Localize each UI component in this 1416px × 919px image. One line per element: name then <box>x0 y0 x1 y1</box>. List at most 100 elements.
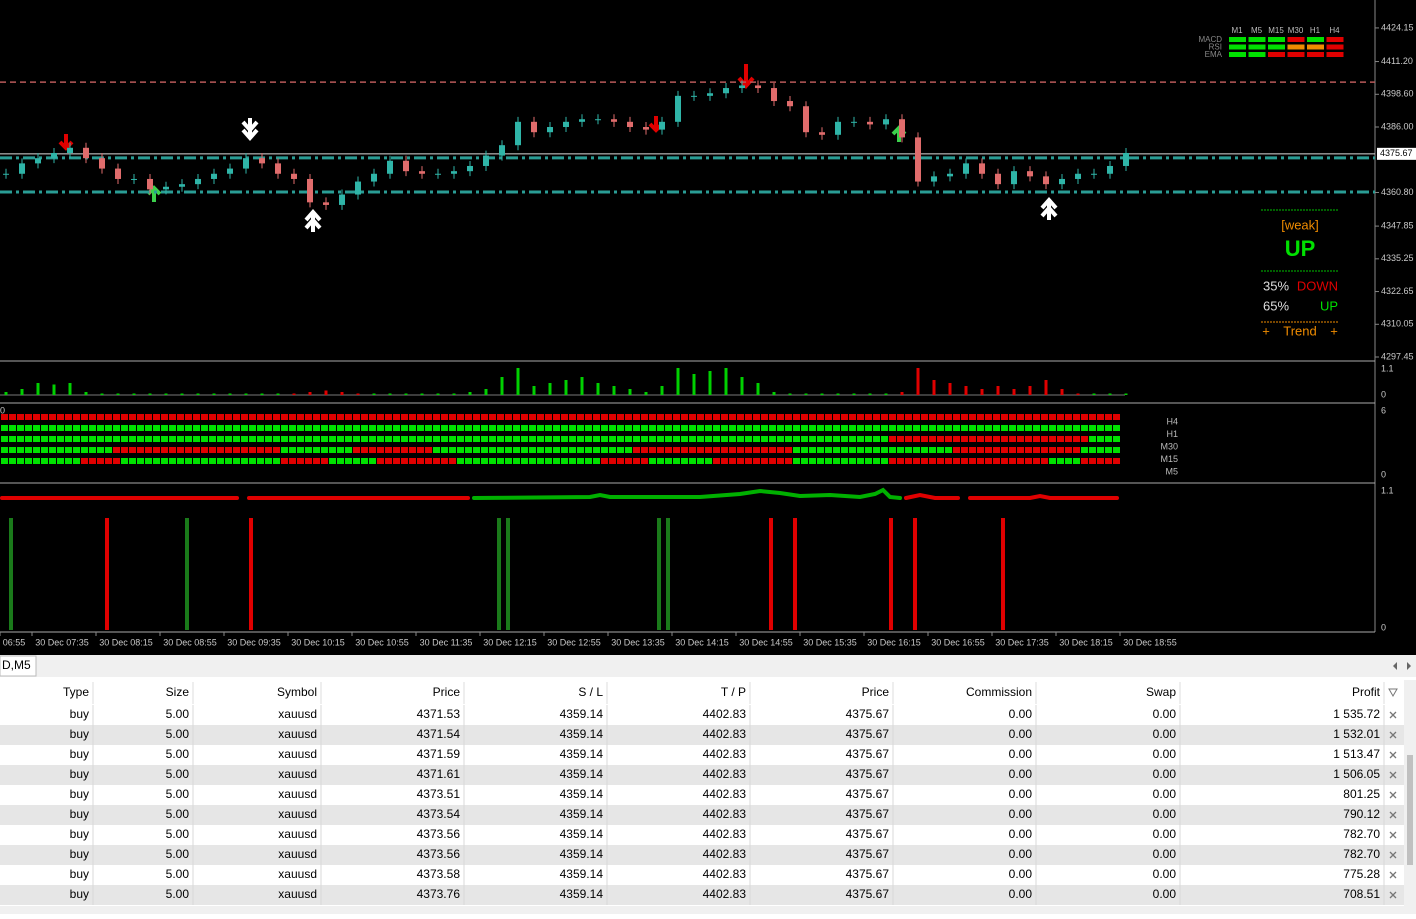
chart-tab-label[interactable]: D,M5 <box>2 658 31 672</box>
heatmap-cell <box>209 447 216 453</box>
heatmap-cell <box>73 436 80 442</box>
heatmap-cell <box>337 414 344 420</box>
column-header[interactable]: S / L <box>578 685 603 699</box>
volume-bar <box>36 383 40 395</box>
table-row[interactable] <box>0 885 1404 905</box>
heatmap-cell <box>745 447 752 453</box>
column-header[interactable]: Type <box>63 685 89 699</box>
candle <box>595 119 601 121</box>
heatmap-cell <box>1001 458 1008 464</box>
table-cell: 4375.67 <box>846 747 890 761</box>
volume-bar <box>660 386 664 395</box>
heatmap-cell <box>513 447 520 453</box>
heatmap-cell <box>137 414 144 420</box>
heatmap-cell <box>793 425 800 431</box>
heatmap-cell <box>929 414 936 420</box>
column-header[interactable]: Symbol <box>277 685 317 699</box>
heatmap-cell <box>193 458 200 464</box>
heatmap-cell <box>465 414 472 420</box>
heatmap-cell <box>697 425 704 431</box>
close-button[interactable] <box>1389 891 1397 899</box>
heatmap-cell <box>353 414 360 420</box>
table-cell: xauusd <box>278 747 317 761</box>
chart-tab[interactable] <box>0 655 37 677</box>
heatmap-cell <box>593 414 600 420</box>
heatmap-cell <box>713 458 720 464</box>
heatmap-cell <box>977 458 984 464</box>
heatmap-cell <box>9 458 16 464</box>
heatmap-cell <box>73 425 80 431</box>
heatmap-row-label: M30 <box>1160 441 1178 451</box>
table-row[interactable] <box>0 705 1404 725</box>
heatmap-cell <box>505 436 512 442</box>
heatmap-cell <box>657 436 664 442</box>
heatmap-cell <box>369 436 376 442</box>
close-button[interactable] <box>1389 711 1397 719</box>
column-header[interactable]: T / P <box>721 685 746 699</box>
close-button[interactable] <box>1389 831 1397 839</box>
heatmap-cell <box>737 436 744 442</box>
heatmap-cell <box>993 414 1000 420</box>
column-header[interactable]: Price <box>862 685 890 699</box>
volume-bar <box>692 374 696 395</box>
heatmap-cell <box>657 414 664 420</box>
column-header[interactable]: Profit <box>1352 685 1381 699</box>
candle <box>883 119 889 125</box>
volume-bar <box>164 393 168 395</box>
heatmap-cell <box>585 447 592 453</box>
heatmap-cell <box>561 414 568 420</box>
table-row[interactable] <box>0 745 1404 765</box>
close-button[interactable] <box>1389 771 1397 779</box>
table-cell: 5.00 <box>166 847 190 861</box>
sort-icon[interactable] <box>1388 688 1398 698</box>
table-row[interactable] <box>0 765 1404 785</box>
heatmap-cell <box>225 425 232 431</box>
heatmap-cell <box>1009 436 1016 442</box>
tab-scroll[interactable] <box>1393 662 1411 670</box>
candle <box>147 178 153 190</box>
grid-cell <box>1326 52 1344 57</box>
column-header[interactable]: Commission <box>966 685 1032 699</box>
heatmap-cell <box>761 425 768 431</box>
close-button[interactable] <box>1389 851 1397 859</box>
table-row[interactable] <box>0 845 1404 865</box>
heatmap-cell <box>49 458 56 464</box>
column-header[interactable]: Swap <box>1146 685 1176 699</box>
heatmap-cell <box>593 425 600 431</box>
heatmap-cell <box>345 425 352 431</box>
table-row[interactable] <box>0 725 1404 745</box>
candle <box>371 173 377 182</box>
column-header[interactable]: Price <box>433 685 461 699</box>
heatmap-cell <box>1097 425 1104 431</box>
table-cell: 5.00 <box>166 867 190 881</box>
candle <box>931 176 937 182</box>
table-row[interactable] <box>0 785 1404 805</box>
candle <box>1043 176 1049 185</box>
heatmap-cell <box>145 436 152 442</box>
table-row[interactable] <box>0 825 1404 845</box>
heatmap-cell <box>465 436 472 442</box>
heatmap-cell <box>633 458 640 464</box>
candle <box>915 137 921 182</box>
column-header[interactable]: Size <box>166 685 190 699</box>
scrollbar-thumb[interactable] <box>1407 755 1413 865</box>
volume-bar <box>1092 393 1096 395</box>
close-button[interactable] <box>1389 731 1397 739</box>
close-button[interactable] <box>1389 811 1397 819</box>
heatmap-cell <box>649 425 656 431</box>
heatmap-cell <box>785 414 792 420</box>
heatmap-cell <box>769 425 776 431</box>
heatmap-cell <box>913 458 920 464</box>
heatmap-cell <box>1113 425 1120 431</box>
candle <box>403 160 409 172</box>
close-button[interactable] <box>1389 791 1397 799</box>
heatmap-cell <box>377 458 384 464</box>
close-button[interactable] <box>1389 751 1397 759</box>
close-button[interactable] <box>1389 871 1397 879</box>
table-row[interactable] <box>0 805 1404 825</box>
table-cell: 4373.56 <box>417 827 461 841</box>
heatmap-cell <box>241 447 248 453</box>
table-row[interactable] <box>0 865 1404 885</box>
candle <box>611 119 617 122</box>
price-tick-label: 4411.20 <box>1381 56 1413 66</box>
